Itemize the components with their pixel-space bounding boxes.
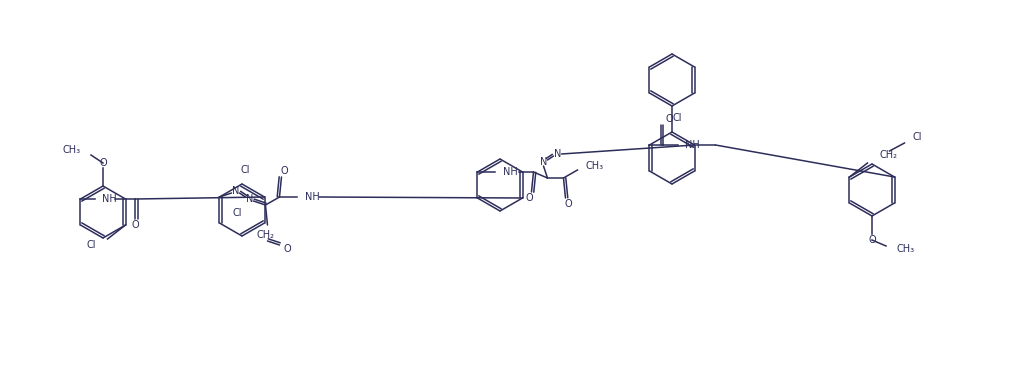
Text: CH₃: CH₃ <box>63 145 81 155</box>
Text: O: O <box>526 193 533 203</box>
Text: NH: NH <box>685 140 700 150</box>
Text: O: O <box>565 199 572 209</box>
Text: O: O <box>868 235 876 245</box>
Text: CH₂: CH₂ <box>880 150 897 160</box>
Text: N: N <box>554 149 561 159</box>
Text: O: O <box>666 114 673 124</box>
Text: O: O <box>281 166 288 176</box>
Text: Cl: Cl <box>913 132 922 142</box>
Text: N: N <box>232 186 239 196</box>
Text: CH₂: CH₂ <box>256 230 275 240</box>
Text: CH₃: CH₃ <box>896 244 914 254</box>
Text: N: N <box>540 157 547 167</box>
Text: N: N <box>246 194 253 204</box>
Text: Cl: Cl <box>86 240 96 250</box>
Text: O: O <box>99 158 107 168</box>
Text: NH: NH <box>103 194 117 204</box>
Text: O: O <box>132 220 139 230</box>
Text: O: O <box>284 244 291 254</box>
Text: Cl: Cl <box>233 208 242 218</box>
Text: CH₃: CH₃ <box>586 161 604 171</box>
Text: NH: NH <box>306 192 320 202</box>
Text: NH: NH <box>503 167 519 177</box>
Text: Cl: Cl <box>240 165 250 175</box>
Text: Cl: Cl <box>672 113 682 123</box>
